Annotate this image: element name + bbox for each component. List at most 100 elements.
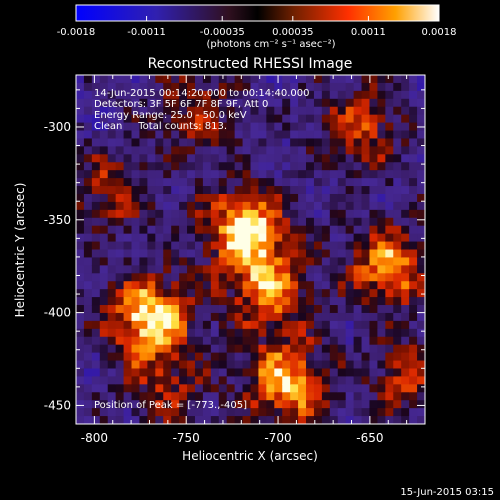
heatmap-cell [258,209,267,219]
heatmap-cell [282,360,291,370]
heatmap-cell [210,241,220,251]
heatmap-cell [147,376,156,385]
heatmap-cell [187,130,196,140]
heatmap-cell [91,312,101,322]
heatmap-cell [83,146,93,155]
heatmap-cell [171,201,180,211]
heatmap-cell [290,154,299,163]
heatmap-cell [345,384,355,393]
heatmap-cell [194,75,204,84]
heatmap-cell [163,90,172,100]
heatmap-cell [242,98,252,108]
heatmap-cell [179,400,188,409]
heatmap-cell [194,241,204,251]
heatmap-cell [242,90,252,100]
heatmap-cell [218,344,228,354]
heatmap-cell [353,305,363,314]
heatmap-cell [147,352,156,362]
heatmap-cell [353,178,363,187]
heatmap-cell [258,201,267,211]
heatmap-cell [91,162,101,171]
heatmap-cell [337,170,347,179]
heatmap-cell [242,233,252,243]
heatmap-cell [194,384,204,393]
heatmap-cell [171,305,180,314]
heatmap-cell [91,154,101,163]
heatmap-cell [377,257,386,266]
heatmap-cell [250,392,260,401]
heatmap-cell [210,209,220,219]
heatmap-cell [417,392,425,401]
heatmap-cell [298,217,307,227]
heatmap-cell [218,186,228,195]
heatmap-cell [187,257,196,266]
heatmap-cell [298,384,307,393]
heatmap-cell [155,106,164,116]
heatmap-cell [155,90,164,100]
heatmap-cell [171,209,180,219]
heatmap-cell [377,154,386,163]
heatmap-cell [131,408,141,417]
heatmap-cell [226,273,236,282]
heatmap-cell [282,297,291,306]
heatmap-cell [274,122,283,132]
heatmap-cell [409,289,418,298]
heatmap-cell [282,82,291,92]
heatmap-cell [274,305,283,314]
heatmap-cell [401,201,410,211]
heatmap-cell [83,193,93,203]
heatmap-cell [242,281,252,290]
heatmap-cell [155,201,164,211]
heatmap-cell [369,352,379,362]
heatmap-cell [361,384,371,393]
heatmap-cell [226,178,236,187]
heatmap-cell [107,98,117,108]
heatmap-cell [76,305,85,314]
heatmap-cell [321,352,331,362]
heatmap-cell [179,193,188,203]
heatmap-cell [131,352,141,362]
heatmap-cell [345,352,355,362]
heatmap-cell [187,416,196,424]
heatmap-cell [234,344,244,354]
heatmap-cell [139,154,148,163]
heatmap-cell [123,162,133,171]
heatmap-cell [187,281,196,290]
heatmap-cell [187,328,196,338]
heatmap-cell [147,193,156,203]
heatmap-cell [290,201,299,211]
heatmap-cell [321,273,331,282]
heatmap-cell [210,122,220,132]
heatmap-cell [99,360,109,370]
heatmap-cell [218,320,228,330]
heatmap-cell [139,289,148,298]
heatmap-cell [321,201,331,211]
heatmap-cell [369,368,379,378]
heatmap-cell [313,281,323,290]
heatmap-cell [210,233,220,243]
x-tick-label: -800 [81,431,108,445]
heatmap-cell [401,289,410,298]
heatmap-cell [258,217,267,227]
heatmap-cell [298,98,307,108]
heatmap-cell [274,384,283,393]
heatmap-cell [329,106,339,116]
heatmap-cell [258,312,267,322]
heatmap-cell [266,400,275,409]
heatmap-cell [139,368,148,378]
heatmap-cell [115,201,125,211]
heatmap-cell [361,297,371,306]
heatmap-cell [306,130,315,140]
heatmap-cell [274,408,283,417]
heatmap-cell [377,408,386,417]
heatmap-cell [290,265,299,274]
heatmap-cell [298,312,307,322]
heatmap-cell [401,328,410,338]
heatmap-cell [147,408,156,417]
heatmap-cell [282,368,291,378]
heatmap-cell [202,241,212,251]
heatmap-cell [258,106,267,116]
heatmap-cell [369,273,379,282]
heatmap-cell [226,336,236,346]
heatmap-cell [274,146,283,155]
